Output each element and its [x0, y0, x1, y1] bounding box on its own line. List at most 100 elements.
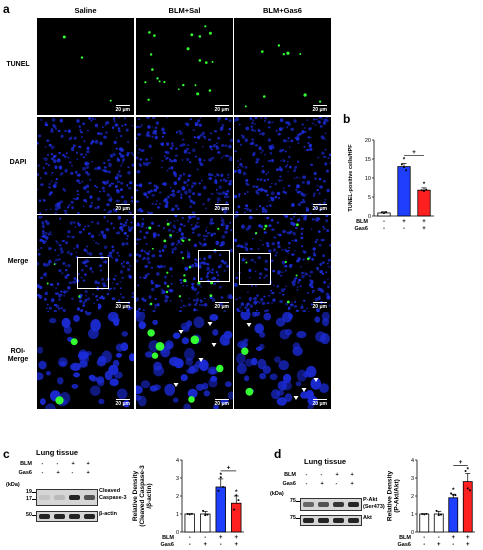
data-point [217, 489, 220, 492]
treatment-mark: + [350, 481, 354, 487]
protein-band [332, 518, 345, 523]
micrograph-merge-blm+gas6: 20 μm [234, 215, 331, 312]
y-tick-label: 2 [176, 494, 179, 500]
blot-strip [300, 498, 362, 511]
treatment-mark: + [335, 472, 339, 478]
bar [433, 513, 444, 533]
y-axis-label: TUNEL-positive cells/HPF [348, 144, 354, 212]
y-tick-label: 2 [411, 494, 414, 500]
bar [397, 166, 411, 217]
data-point [383, 212, 385, 215]
blot-strip [36, 489, 98, 506]
micrograph-tunel-blm+sal: 20 μm [136, 18, 233, 115]
treatment-mark: - [41, 470, 44, 476]
data-point [400, 163, 403, 166]
data-point [190, 512, 193, 515]
y-tick-label: 0 [176, 530, 179, 536]
significance-mark: * [219, 472, 222, 479]
data-point [450, 492, 453, 495]
y-tick-label: 1 [411, 512, 414, 518]
scale-bar-line [115, 301, 130, 303]
protein-band [83, 495, 96, 500]
scale-bar-label: 20 μm [312, 107, 327, 113]
condition-label: Gas6 [161, 542, 174, 548]
treatment-mark: - [320, 472, 323, 478]
data-point [421, 513, 424, 516]
data-point [420, 189, 423, 192]
band-label: Cleaved Caspase-3 [99, 488, 127, 501]
scale-bar: 20 μm [214, 301, 229, 310]
protein-band [347, 502, 360, 507]
y-tick-label: 4 [411, 458, 414, 464]
scale-bar: 20 μm [312, 301, 327, 310]
row-header-merge: Merge [7, 258, 29, 265]
condition-mark: - [452, 542, 454, 548]
y-axis-label: Relative Density(P-Akt/Akt) [386, 471, 400, 522]
scale-bar-line [312, 104, 327, 106]
mw-marker: 75 [289, 498, 296, 504]
data-point [454, 494, 457, 497]
condition-mark: + [466, 535, 470, 541]
y-tick-label: 10 [365, 176, 371, 182]
data-point [219, 476, 222, 479]
scale-bar-label: 20 μm [115, 206, 130, 212]
scale-bar-line [312, 301, 327, 303]
data-point [423, 189, 425, 192]
significance-mark: * [235, 489, 238, 496]
mw-marker: 75 [289, 515, 296, 521]
data-point [204, 514, 207, 517]
scale-bar-label: 20 μm [115, 304, 130, 310]
scale-bar: 20 μm [115, 203, 130, 212]
condition-mark: - [423, 542, 425, 548]
data-point [439, 513, 442, 516]
bar [419, 513, 430, 533]
y-tick-label: 3 [411, 476, 414, 482]
scale-bar-label: 20 μm [214, 304, 229, 310]
micrograph-dapi-saline: 20 μm [37, 117, 134, 214]
condition-mark: + [234, 535, 238, 541]
mw-tick [32, 492, 36, 493]
column-header-blm-sal: BLM+Sal [168, 6, 201, 15]
scale-bar: 20 μm [215, 203, 229, 212]
data-point [188, 513, 191, 516]
micrograph-roi-merge-blm+gas6: 20 μm [234, 312, 331, 409]
scale-bar-line [312, 398, 327, 400]
condition-label: Gas6 [398, 542, 411, 548]
protein-band [38, 514, 51, 519]
protein-band [302, 502, 315, 507]
condition-label: BLM [356, 219, 368, 225]
data-point [425, 512, 428, 515]
mw-tick [32, 499, 36, 500]
scale-bar: 20 μm [312, 104, 327, 113]
condition-mark: - [189, 542, 191, 548]
condition-mark: + [203, 542, 207, 548]
treatment-mark: + [86, 470, 90, 476]
y-tick-label: 1 [176, 512, 179, 518]
micrograph-dapi-blm+sal: 20 μm [136, 117, 233, 214]
bar [417, 189, 431, 217]
row-header-dapi: DAPI [9, 159, 27, 166]
treatment-mark: - [335, 481, 338, 487]
roi-box [239, 253, 271, 285]
scale-bar: 20 μm [116, 104, 130, 113]
scale-bar-line [214, 104, 229, 106]
y-tick-label: 15 [365, 157, 371, 163]
micrograph-merge-blm+sal: 20 μm [136, 215, 233, 312]
treatment-mark: - [56, 461, 59, 467]
bar [184, 513, 195, 533]
protein-band [68, 495, 81, 500]
bar [200, 513, 211, 533]
treatment-mark: - [71, 470, 74, 476]
protein-band [317, 502, 330, 507]
treatment-mark: - [305, 481, 308, 487]
data-point [405, 169, 408, 172]
roi-box [198, 250, 230, 282]
column-header-saline: Saline [74, 6, 97, 15]
condition-mark: - [383, 219, 385, 225]
treatment-mark: + [86, 461, 90, 467]
data-point [202, 509, 205, 512]
roi-box [77, 257, 109, 289]
data-point [233, 508, 236, 511]
